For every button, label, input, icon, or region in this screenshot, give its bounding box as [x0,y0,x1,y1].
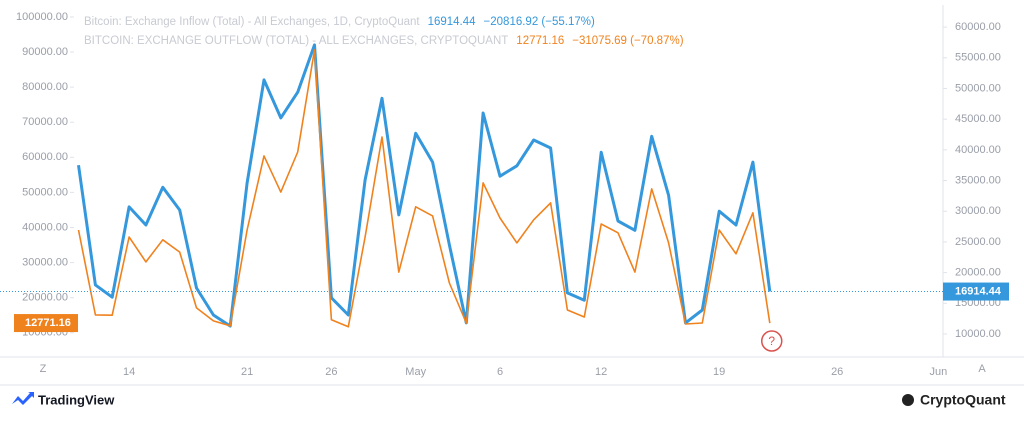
zoom-button[interactable]: Z [40,363,47,375]
tradingview-logo [12,392,34,405]
price-tag [14,314,78,333]
legend-name: BITCOIN: EXCHANGE OUTFLOW (TOTAL) - ALL … [84,35,508,47]
y-tick-label: 40000.00 [22,221,68,233]
y-tick-label: 90000.00 [22,46,68,58]
legend-value: 12771.16 [516,35,564,47]
y-tick-label: 80000.00 [22,81,68,93]
y-tick-label: 70000.00 [22,116,68,128]
legend-entry: BITCOIN: EXCHANGE OUTFLOW (TOTAL) - ALL … [84,35,684,47]
series-line [77,43,772,328]
y2-tick-label: 10000.00 [955,328,1001,340]
x-tick-label: 19 [713,366,725,378]
x-tick-label: 6 [497,366,503,378]
legend-change: −20816.92 (−55.17%) [484,16,595,28]
y2-tick-label: 20000.00 [955,267,1001,279]
x-tick-label: 12 [595,366,607,378]
auto-button[interactable]: A [978,363,986,375]
y2-tick-label: 50000.00 [955,82,1001,94]
cryptoquant-brand: CryptoQuant [920,392,1006,408]
y-tick-label: 20000.00 [22,292,68,304]
y2-tick-label: 60000.00 [955,21,1001,33]
y2-tick-label: 30000.00 [955,205,1001,217]
x-tick-label: 21 [241,366,253,378]
legend-value: 16914.44 [428,16,477,28]
legend-change: −31075.69 (−70.87%) [572,35,683,47]
x-tick-label: 26 [831,366,843,378]
price-tag-label: 12771.16 [25,317,71,329]
y-tick-label: 60000.00 [22,151,68,163]
legend-entry: Bitcoin: Exchange Inflow (Total) - All E… [84,16,595,28]
legend-name: Bitcoin: Exchange Inflow (Total) - All E… [84,16,420,28]
y-tick-label: 100000.00 [16,11,68,23]
y2-tick-label: 40000.00 [955,144,1001,156]
cryptoquant-logo [902,394,914,406]
x-tick-label: May [405,366,426,378]
x-tick-label: 26 [325,366,337,378]
x-tick-label: 14 [123,366,135,378]
y2-tick-label: 45000.00 [955,113,1001,125]
x-tick-label: Jun [929,366,947,378]
y2-tick-label: 55000.00 [955,52,1001,64]
price-tag-label: 16914.44 [955,285,1002,297]
price-tag [943,282,1009,301]
y2-tick-label: 35000.00 [955,174,1001,186]
y-tick-label: 30000.00 [22,257,68,269]
tradingview-brand[interactable]: TradingView [38,392,115,407]
y-tick-label: 50000.00 [22,186,68,198]
annotation-circle [761,330,783,352]
series-line [77,49,771,328]
annotation: ? [768,334,775,348]
y2-tick-label: 25000.00 [955,236,1001,248]
